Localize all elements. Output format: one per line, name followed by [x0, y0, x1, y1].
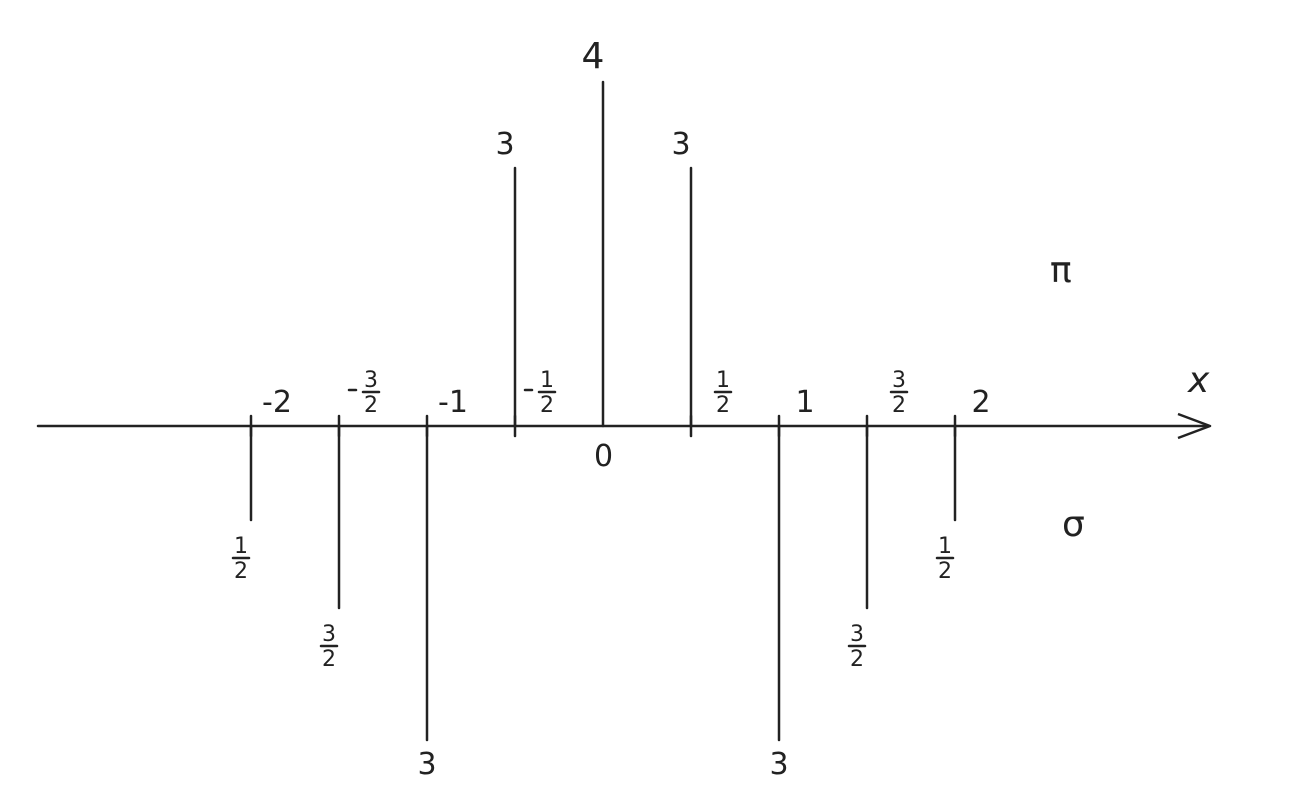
x-axis-label: x — [1187, 360, 1210, 401]
sigma-line-label-den: 2 — [322, 647, 336, 672]
sigma-line-label-num: 1 — [938, 534, 952, 559]
tick-label: -2 — [262, 385, 292, 420]
sigma-line-label-num: 3 — [322, 622, 336, 647]
tick-label-den: 2 — [716, 393, 730, 418]
sigma-line-label: 32 — [847, 622, 867, 672]
tick-label-num: 3 — [892, 368, 906, 393]
origin-label: 0 — [594, 439, 613, 474]
tick-label: 32 — [889, 368, 909, 418]
pi-line-label: 4 — [582, 36, 605, 77]
sigma-line-label-den: 2 — [234, 559, 248, 584]
sigma-line-label-den: 2 — [938, 559, 952, 584]
tick-label-num: 1 — [716, 368, 730, 393]
tick-label: -1 — [438, 385, 468, 420]
tick-label-num: 3 — [364, 368, 378, 393]
tick-label-den: 2 — [364, 393, 378, 418]
tick-label: 1 — [795, 385, 814, 420]
tick-label: 2 — [971, 385, 990, 420]
tick-label: 12 — [713, 368, 733, 418]
sigma-region-label: σ — [1062, 504, 1085, 545]
sigma-line-label: 32 — [319, 622, 339, 672]
pi-lines-group: 3 4 3 — [495, 36, 693, 428]
sigma-line-label-num: 3 — [850, 622, 864, 647]
tick-label-den: 2 — [540, 393, 554, 418]
sigma-line-label: 12 — [935, 534, 955, 584]
sigma-line-label: 3 — [417, 747, 436, 782]
sigma-line-label: 12 — [231, 534, 251, 584]
pi-region-label: π — [1050, 250, 1072, 291]
tick-label: 12 — [523, 368, 557, 418]
sigma-line-label: 3 — [769, 747, 788, 782]
tick-label-num: 1 — [540, 368, 554, 393]
sigma-line-label-den: 2 — [850, 647, 864, 672]
pi-line-label: 3 — [671, 127, 690, 162]
x-axis-arrowhead — [1177, 412, 1212, 440]
tick-label-den: 2 — [892, 393, 906, 418]
pi-line-label: 3 — [495, 127, 514, 162]
sigma-line-label-num: 1 — [234, 534, 248, 559]
tick-label: 32 — [347, 368, 381, 418]
